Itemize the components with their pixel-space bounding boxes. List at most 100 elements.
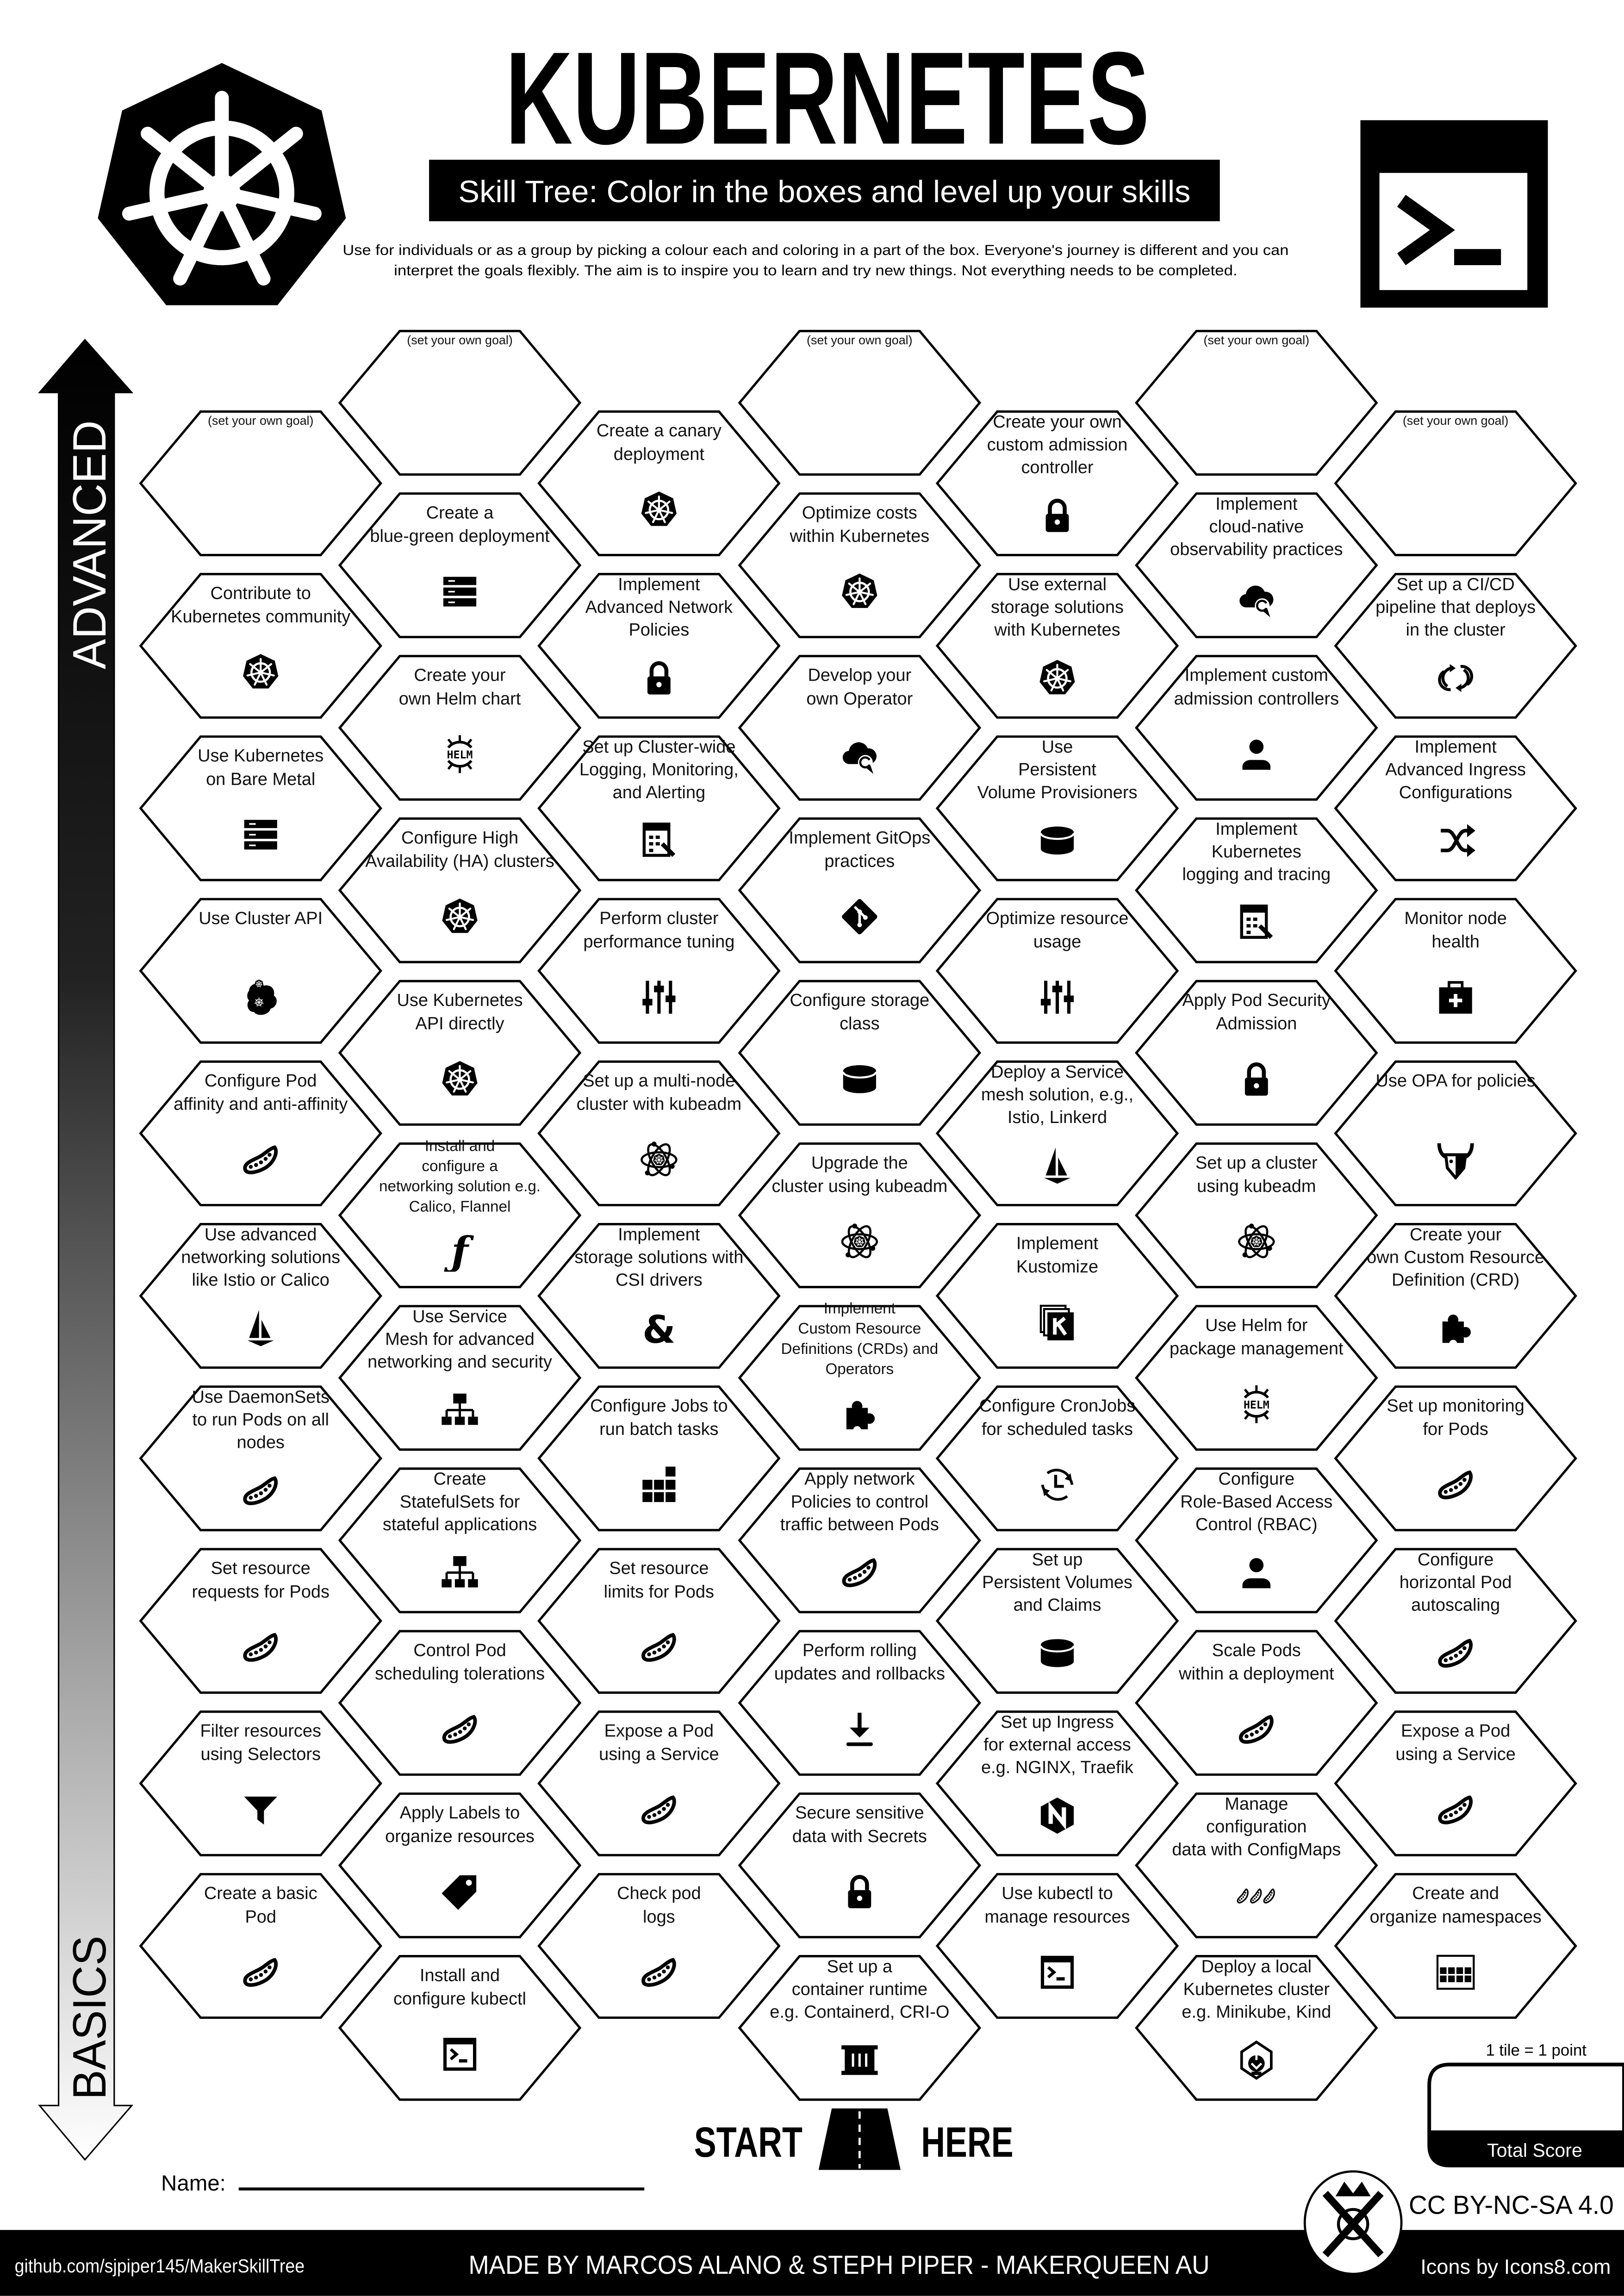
skill-tile[interactable]: Implement Kustomize xyxy=(935,1223,1179,1369)
skill-tile[interactable]: Set up Cluster-wide Logging, Monitoring, a… xyxy=(537,735,781,881)
skill-tile[interactable]: Set up a cluster using kubeadm xyxy=(1135,1142,1378,1289)
hex-tile[interactable] xyxy=(537,1873,781,2019)
skill-tile[interactable]: Create StatefulSets for stateful applicati… xyxy=(338,1467,582,1613)
skill-tile[interactable]: Configure High Availability (HA) clusters xyxy=(338,817,582,963)
skill-tile[interactable]: Implement Custom Resource Definitions (CRD… xyxy=(738,1300,982,1451)
custom-goal-tile[interactable]: (set your own goal) xyxy=(1334,410,1577,557)
skill-tile[interactable]: Monitor node health xyxy=(1334,898,1577,1044)
hex-tile[interactable] xyxy=(738,1955,982,2101)
custom-goal-tile[interactable]: (set your own goal) xyxy=(338,329,582,476)
skill-tile[interactable]: Use OPA for policies xyxy=(1334,1060,1577,1206)
skill-tile[interactable]: Expose a Pod using a Service xyxy=(1334,1710,1577,1856)
skill-tile[interactable]: Perform cluster performance tuning xyxy=(537,898,781,1044)
skill-tile[interactable]: Check pod logs xyxy=(537,1873,781,2019)
custom-goal-tile[interactable]: (set your own goal) xyxy=(1135,329,1378,476)
hex-tile[interactable] xyxy=(1334,1873,1577,2019)
hex-tile[interactable] xyxy=(537,1060,781,1206)
hex-tile[interactable] xyxy=(338,1467,582,1613)
hex-tile[interactable] xyxy=(338,1955,582,2101)
skill-tile[interactable]: Set up Persistent Volumes and Claims xyxy=(935,1548,1179,1694)
hex-tile[interactable] xyxy=(1135,1630,1378,1776)
hex-tile[interactable] xyxy=(1334,735,1577,881)
hex-tile[interactable] xyxy=(738,329,982,476)
skill-tile[interactable]: Deploy a local Kubernetes cluster e.g. Min… xyxy=(1135,1955,1378,2101)
hex-tile[interactable] xyxy=(1135,980,1378,1126)
hex-tile[interactable] xyxy=(935,1223,1179,1369)
hex-tile[interactable] xyxy=(1135,329,1378,476)
hex-tile[interactable] xyxy=(1135,1305,1378,1451)
skill-tile[interactable]: Scale Pods within a deployment xyxy=(1135,1630,1378,1776)
skill-tile[interactable]: Optimize resource usage xyxy=(935,898,1179,1044)
skill-tile[interactable]: Set resource requests for Pods xyxy=(139,1548,382,1694)
skill-tile[interactable]: Configure Pod affinity and anti-affinity xyxy=(139,1060,382,1206)
hex-tile[interactable] xyxy=(139,1385,382,1532)
skill-tile[interactable]: Apply network Policies to control traffic … xyxy=(738,1467,982,1613)
skill-tile[interactable]: Use Kubernetes on Bare Metal xyxy=(139,735,382,881)
hex-tile[interactable] xyxy=(1135,1467,1378,1613)
skill-tile[interactable]: Implement GitOps practices xyxy=(738,817,982,963)
skill-tile[interactable]: Create your own custom admission controlle… xyxy=(935,410,1179,557)
hex-tile[interactable] xyxy=(738,655,982,801)
hex-tile[interactable] xyxy=(738,492,982,639)
hex-tile[interactable] xyxy=(537,410,781,557)
skill-tile[interactable]: Optimize costs within Kubernetes xyxy=(738,492,982,639)
skill-tile[interactable]: Install and configure kubectl xyxy=(338,1955,582,2101)
skill-tile[interactable]: Create a blue-green deployment xyxy=(338,492,582,639)
hex-tile[interactable] xyxy=(935,1385,1179,1532)
hex-tile[interactable] xyxy=(537,735,781,881)
hex-tile[interactable] xyxy=(738,1792,982,1938)
skill-tile[interactable]: Implement Advanced Ingress Configurations xyxy=(1334,735,1577,881)
skill-tile[interactable]: Create your own Custom Resource Definition… xyxy=(1334,1223,1577,1369)
hex-tile[interactable] xyxy=(537,1223,781,1369)
hex-tile[interactable] xyxy=(537,573,781,719)
custom-goal-tile[interactable]: (set your own goal) xyxy=(738,329,982,476)
hex-tile[interactable] xyxy=(338,1792,582,1938)
skill-tile[interactable]: Perform rolling updates and rollbacks xyxy=(738,1630,982,1776)
skill-tile[interactable]: Use kubectl to manage resources xyxy=(935,1873,1179,2019)
hex-tile[interactable] xyxy=(1334,410,1577,557)
skill-tile[interactable]: Deploy a Service mesh solution, e.g., Isti… xyxy=(935,1060,1179,1206)
hex-tile[interactable] xyxy=(1135,655,1378,801)
skill-tile[interactable]: Configure Jobs to run batch tasks xyxy=(537,1385,781,1532)
hex-tile[interactable] xyxy=(935,573,1179,719)
skill-tile[interactable]: Set up a container runtime e.g. Containerd… xyxy=(738,1955,982,2101)
hex-tile[interactable] xyxy=(1135,492,1378,639)
hex-tile[interactable] xyxy=(338,1630,582,1776)
hex-tile[interactable] xyxy=(935,898,1179,1044)
hex-tile[interactable] xyxy=(139,573,382,719)
skill-tile[interactable]: Use advanced networking solutions like Ist… xyxy=(139,1223,382,1369)
hex-tile[interactable] xyxy=(139,898,382,1044)
hex-tile[interactable] xyxy=(1334,1223,1577,1369)
hex-tile[interactable] xyxy=(738,1630,982,1776)
hex-tile[interactable] xyxy=(935,1873,1179,2019)
hex-tile[interactable] xyxy=(139,1710,382,1856)
hex-tile[interactable] xyxy=(537,898,781,1044)
hex-tile[interactable] xyxy=(537,1710,781,1856)
skill-tile[interactable]: Configure Role-Based Access Control (RBAC) xyxy=(1135,1467,1378,1613)
hex-tile[interactable] xyxy=(738,817,982,963)
skill-tile[interactable]: Install and configure a networking solutio… xyxy=(338,1137,582,1289)
skill-tile[interactable]: Use Persistent Volume Provisioners xyxy=(935,735,1179,881)
skill-tile[interactable]: Use Cluster API xyxy=(139,898,382,1044)
skill-tile[interactable]: Use Kubernetes API directly xyxy=(338,980,582,1126)
hex-tile[interactable] xyxy=(537,1385,781,1532)
hex-tile[interactable] xyxy=(935,1060,1179,1206)
hex-tile[interactable] xyxy=(139,1873,382,2019)
skill-tile[interactable]: Configure horizontal Pod autoscaling xyxy=(1334,1548,1577,1694)
hex-tile[interactable] xyxy=(935,1710,1179,1856)
hex-tile[interactable] xyxy=(1334,898,1577,1044)
hex-tile[interactable] xyxy=(338,655,582,801)
hex-tile[interactable] xyxy=(338,980,582,1126)
skill-tile[interactable]: Set up a CI/CD pipeline that deploys in th… xyxy=(1334,573,1577,719)
hex-tile[interactable] xyxy=(338,1305,582,1451)
hex-tile[interactable] xyxy=(935,1548,1179,1694)
skill-tile[interactable]: Upgrade the cluster using kubeadm xyxy=(738,1142,982,1289)
hex-tile[interactable] xyxy=(1334,1385,1577,1532)
skill-tile[interactable]: Implement Kubernetes logging and tracing xyxy=(1135,817,1378,963)
skill-tile[interactable]: Apply Pod Security Admission xyxy=(1135,980,1378,1126)
hex-tile[interactable] xyxy=(1334,1060,1577,1206)
hex-tile[interactable] xyxy=(338,329,582,476)
hex-tile[interactable] xyxy=(139,1548,382,1694)
skill-tile[interactable]: Filter resources using Selectors xyxy=(139,1710,382,1856)
skill-tile[interactable]: Configure storage class xyxy=(738,980,982,1126)
